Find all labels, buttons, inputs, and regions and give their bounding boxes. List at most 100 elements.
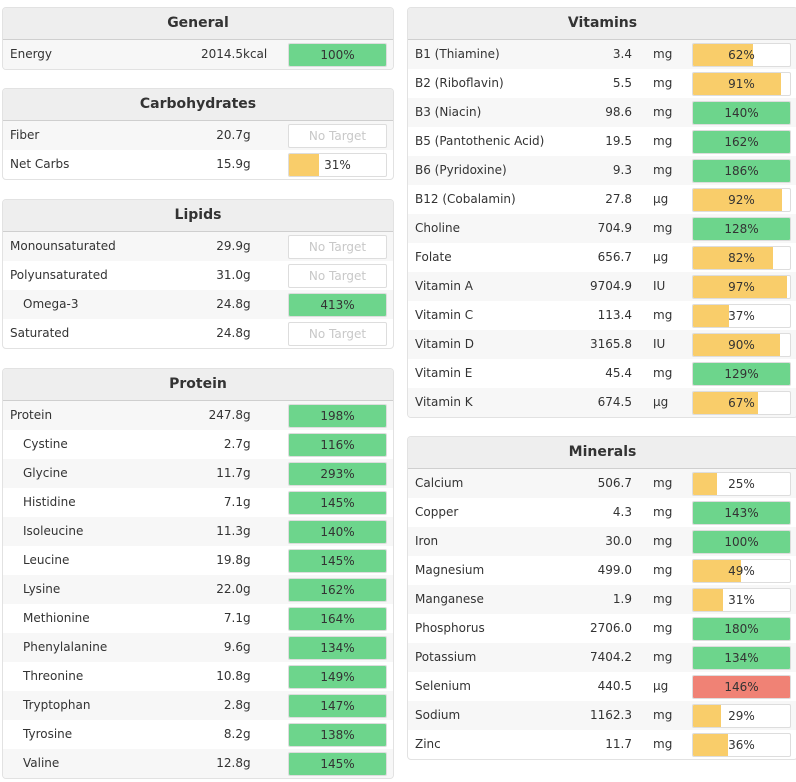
percent-label: 293% bbox=[320, 467, 355, 481]
nutrient-row[interactable]: Methionine 7.1 g 164% bbox=[3, 604, 393, 633]
nutrient-amount: 98.6 bbox=[605, 105, 632, 119]
nutrient-row[interactable]: Glycine 11.7 g 293% bbox=[3, 459, 393, 488]
nutrient-row[interactable]: Threonine 10.8 g 149% bbox=[3, 662, 393, 691]
percent-label: 145% bbox=[320, 554, 355, 568]
nutrient-row[interactable]: Magnesium 499.0 mg 49% bbox=[408, 556, 796, 585]
nutrient-row[interactable]: Iron 30.0 mg 100% bbox=[408, 527, 796, 556]
nutrient-row[interactable]: Histidine 7.1 g 145% bbox=[3, 488, 393, 517]
nutrient-row[interactable]: B2 (Riboflavin) 5.5 mg 91% bbox=[408, 69, 796, 98]
nutrient-row[interactable]: Tyrosine 8.2 g 138% bbox=[3, 720, 393, 749]
percent-label: 134% bbox=[724, 651, 759, 665]
nutrient-row[interactable]: Calcium 506.7 mg 25% bbox=[408, 469, 796, 498]
percent-label: 128% bbox=[724, 222, 759, 236]
panel-lipids: Lipids Monounsaturated 29.9 g No Target Polyu… bbox=[2, 199, 394, 349]
nutrient-row[interactable]: B5 (Pantothenic Acid) 19.5 mg 162% bbox=[408, 127, 796, 156]
nutrient-amount: 1.9 bbox=[612, 592, 632, 606]
nutrient-amount: 1162.3 bbox=[590, 708, 632, 722]
nutrient-row[interactable]: Isoleucine 11.3 g 140% bbox=[3, 517, 393, 546]
nutrient-amount: 11.3 bbox=[216, 524, 243, 538]
nutrient-row[interactable]: Vitamin C 113.4 mg 37% bbox=[408, 301, 796, 330]
nutrient-row[interactable]: Leucine 19.8 g 145% bbox=[3, 546, 393, 575]
nutrient-amount: 4.3 bbox=[612, 505, 632, 519]
nutrient-row[interactable]: Protein 247.8 g 198% bbox=[3, 401, 393, 430]
nutrient-row[interactable]: Monounsaturated 29.9 g No Target bbox=[3, 232, 393, 261]
percent-label: 162% bbox=[724, 135, 759, 149]
nutrient-unit: mg bbox=[653, 308, 673, 322]
nutrient-name: Lysine bbox=[23, 582, 61, 596]
nutrient-row[interactable]: B1 (Thiamine) 3.4 mg 62% bbox=[408, 40, 796, 69]
nutrient-row[interactable]: Vitamin K 674.5 µg 67% bbox=[408, 388, 796, 417]
nutrient-name: B12 (Cobalamin) bbox=[415, 192, 516, 206]
nutrient-row[interactable]: Selenium 440.5 µg 146% bbox=[408, 672, 796, 701]
bar-fill bbox=[693, 734, 728, 756]
nutrient-unit: mg bbox=[653, 76, 673, 90]
nutrient-amount: 19.5 bbox=[605, 134, 632, 148]
nutrient-row[interactable]: Phenylalanine 9.6 g 134% bbox=[3, 633, 393, 662]
nutrient-unit: mg bbox=[653, 134, 673, 148]
nutrient-row[interactable]: Choline 704.9 mg 128% bbox=[408, 214, 796, 243]
nutrient-row[interactable]: Sodium 1162.3 mg 29% bbox=[408, 701, 796, 730]
percent-label: 116% bbox=[320, 438, 355, 452]
nutrient-row[interactable]: B12 (Cobalamin) 27.8 µg 92% bbox=[408, 185, 796, 214]
nutrient-name: B3 (Niacin) bbox=[415, 105, 482, 119]
nutrient-amount: 113.4 bbox=[597, 308, 632, 322]
nutrient-row[interactable]: Net Carbs 15.9 g 31% bbox=[3, 150, 393, 179]
nutrient-row[interactable]: Cystine 2.7 g 116% bbox=[3, 430, 393, 459]
nutrient-row[interactable]: Phosphorus 2706.0 mg 180% bbox=[408, 614, 796, 643]
target-bar: 162% bbox=[692, 130, 791, 154]
nutrient-name: Magnesium bbox=[415, 563, 485, 577]
nutrient-row[interactable]: Energy 2014.5 kcal 100% bbox=[3, 40, 393, 69]
nutrient-amount: 499.0 bbox=[597, 563, 632, 577]
nutrient-name: Saturated bbox=[10, 326, 70, 340]
nutrient-row[interactable]: Valine 12.8 g 145% bbox=[3, 749, 393, 778]
nutrient-row[interactable]: Folate 656.7 µg 82% bbox=[408, 243, 796, 272]
nutrient-unit: g bbox=[243, 239, 251, 253]
nutrient-row[interactable]: Saturated 24.8 g No Target bbox=[3, 319, 393, 348]
percent-label: 92% bbox=[728, 193, 755, 207]
nutrient-amount: 29.9 bbox=[216, 239, 243, 253]
nutrient-row[interactable]: Lysine 22.0 g 162% bbox=[3, 575, 393, 604]
nutrient-row[interactable]: Copper 4.3 mg 143% bbox=[408, 498, 796, 527]
target-bar: 162% bbox=[288, 578, 387, 602]
nutrient-unit: g bbox=[243, 268, 251, 282]
nutrient-unit: g bbox=[243, 582, 251, 596]
percent-label: 146% bbox=[724, 680, 759, 694]
bar-fill bbox=[289, 154, 320, 176]
target-bar: 145% bbox=[288, 491, 387, 515]
nutrient-amount: 2.7 bbox=[223, 437, 243, 451]
nutrient-amount: 656.7 bbox=[597, 250, 632, 264]
nutrient-name: B5 (Pantothenic Acid) bbox=[415, 134, 545, 148]
nutrient-row[interactable]: Fiber 20.7 g No Target bbox=[3, 121, 393, 150]
nutrient-row[interactable]: Manganese 1.9 mg 31% bbox=[408, 585, 796, 614]
target-bar: 100% bbox=[692, 530, 791, 554]
nutrient-row[interactable]: Vitamin A 9704.9 IU 97% bbox=[408, 272, 796, 301]
nutrient-name: B2 (Riboflavin) bbox=[415, 76, 504, 90]
nutrient-name: B6 (Pyridoxine) bbox=[415, 163, 507, 177]
nutrient-row[interactable]: Polyunsaturated 31.0 g No Target bbox=[3, 261, 393, 290]
target-bar: No Target bbox=[288, 235, 387, 259]
nutrient-row[interactable]: Omega-3 24.8 g 413% bbox=[3, 290, 393, 319]
nutrient-name: B1 (Thiamine) bbox=[415, 47, 500, 61]
bar-fill bbox=[693, 647, 790, 669]
nutrient-row[interactable]: B3 (Niacin) 98.6 mg 140% bbox=[408, 98, 796, 127]
nutrient-amount: 11.7 bbox=[605, 737, 632, 751]
nutrient-row[interactable]: Potassium 7404.2 mg 134% bbox=[408, 643, 796, 672]
nutrient-unit: µg bbox=[653, 250, 669, 264]
nutrient-row[interactable]: Tryptophan 2.8 g 147% bbox=[3, 691, 393, 720]
nutrient-amount: 3165.8 bbox=[590, 337, 632, 351]
nutrient-unit: µg bbox=[653, 192, 669, 206]
nutrient-name: Folate bbox=[415, 250, 452, 264]
nutrient-name: Net Carbs bbox=[10, 157, 70, 171]
nutrient-unit: g bbox=[243, 756, 251, 770]
percent-label: 31% bbox=[728, 593, 755, 607]
nutrient-unit: mg bbox=[653, 708, 673, 722]
nutrient-row[interactable]: Vitamin E 45.4 mg 129% bbox=[408, 359, 796, 388]
nutrient-unit: g bbox=[243, 611, 251, 625]
target-bar: 186% bbox=[692, 159, 791, 183]
nutrient-row[interactable]: Zinc 11.7 mg 36% bbox=[408, 730, 796, 759]
nutrient-row[interactable]: Vitamin D 3165.8 IU 90% bbox=[408, 330, 796, 359]
nutrient-amount: 7404.2 bbox=[590, 650, 632, 664]
nutrient-unit: g bbox=[243, 698, 251, 712]
nutrient-row[interactable]: B6 (Pyridoxine) 9.3 mg 186% bbox=[408, 156, 796, 185]
nutrient-amount: 31.0 bbox=[216, 268, 243, 282]
